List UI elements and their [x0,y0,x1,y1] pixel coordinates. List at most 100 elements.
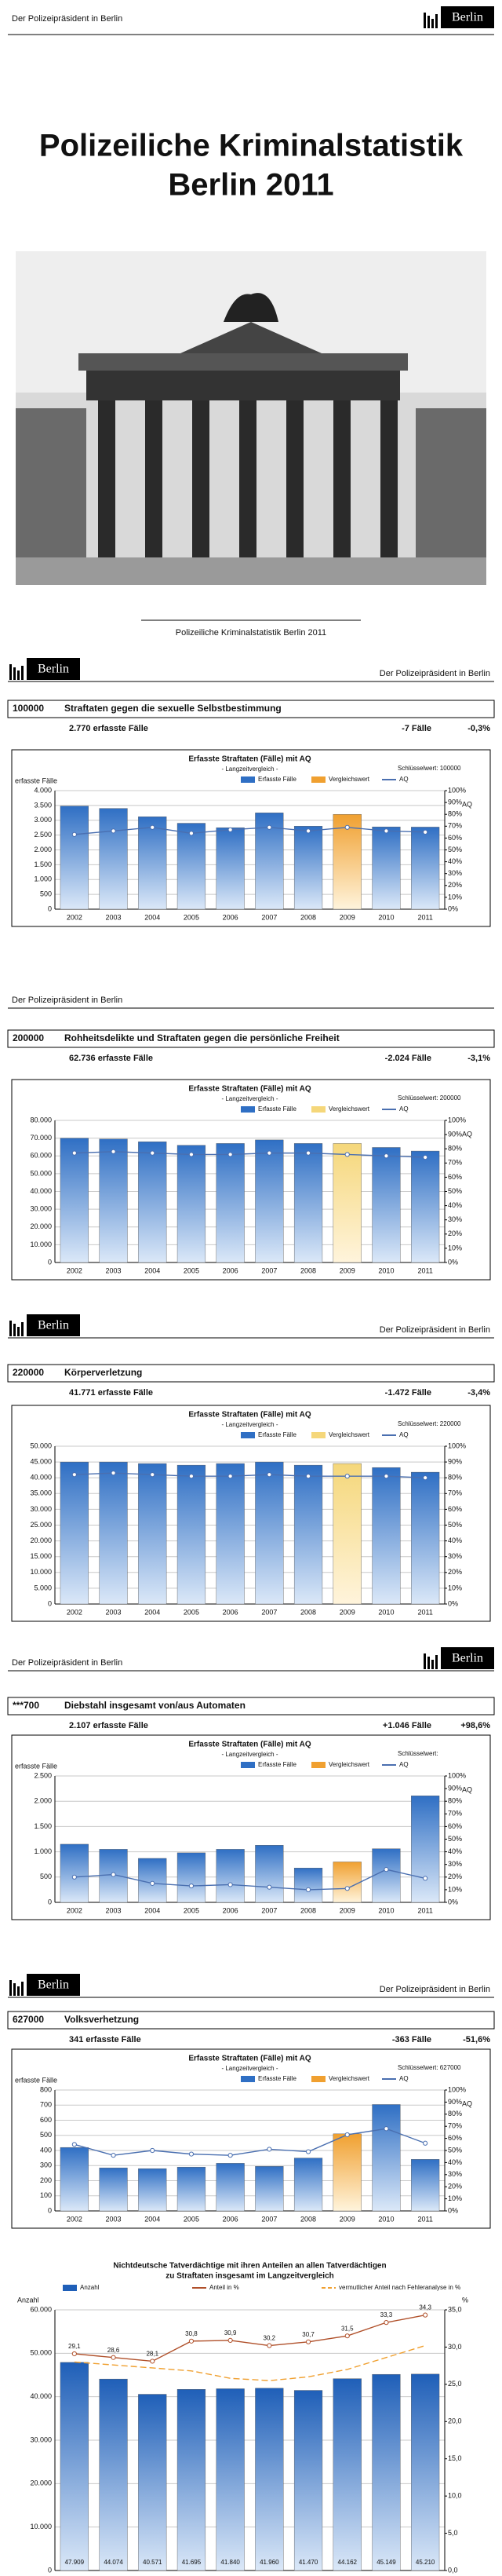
bar [255,2388,284,2571]
y-tick-label: 30.000 [30,1505,52,1513]
y2-tick-label: 70% [448,1489,462,1497]
bar [333,1463,362,1605]
y2-tick-label: 10% [448,1885,462,1893]
x-tick-label: 2005 [184,1906,199,1914]
line-point [71,1874,77,1880]
y2-tick-label: 70% [448,1159,462,1167]
y-tick-label: 45.000 [30,1457,52,1465]
point-label: 30,7 [302,2331,315,2338]
line-point [305,1474,311,1479]
section-box [7,700,495,718]
x-tick-label: 2008 [300,1266,316,1274]
section-box [7,1364,495,1383]
bar [333,1862,362,1903]
x-tick-label: 2004 [144,1608,160,1616]
bar-label: 41.960 [260,2559,279,2566]
x-tick-label: 2009 [340,913,355,921]
y2-tick-label: 20% [448,1873,462,1880]
bar-label: 44.162 [338,2559,358,2566]
bar-label: 45.149 [376,2559,396,2566]
line-point [111,2153,116,2158]
chart-title: Erfasste Straftaten (Fälle) mit AQ [188,1411,311,1420]
y-tick-label: 1.000 [34,1847,52,1855]
y-tick-label: 4.000 [34,786,52,794]
bar [60,1461,89,1605]
bar [411,2159,440,2212]
y2-tick-label: 20,0 [448,2417,462,2425]
line [74,2128,426,2156]
legend-swatch [241,1106,255,1113]
title-line: Polizeiliche Kriminalstatistik [39,129,464,163]
x-tick-label: 2011 [417,1906,432,1914]
legend-swatch [241,1762,255,1768]
case-change: -7 Fälle [402,724,431,733]
y2-axis-label: AQ [462,1130,472,1138]
key-label: Schlüsselwert: 627000 [398,2064,461,2071]
x-tick-label: 2006 [223,1906,238,1914]
x-tick-label: 2006 [223,1266,238,1274]
legend-swatch [241,2076,255,2082]
bar-label: 44.074 [104,2559,123,2566]
y-tick-label: 10.000 [30,1568,52,1576]
y-tick-label: 0 [48,1898,52,1906]
line-point [423,2312,428,2318]
y2-tick-label: 40% [448,1847,462,1855]
chart-title: Erfasste Straftaten (Fälle) mit AQ [188,1741,311,1749]
bar [411,1796,440,1903]
line-point [344,824,350,830]
y2-tick-label: 90% [448,1130,462,1138]
line-point [227,1882,233,1887]
y2-tick-label: 60% [448,1173,462,1181]
line-point [71,2142,77,2147]
y2-tick-label: 100% [448,1771,466,1779]
y2-tick-label: 30% [448,869,462,877]
line-point [188,2151,195,2157]
x-tick-label: 2011 [417,1266,432,1274]
y2-tick-label: 80% [448,1797,462,1805]
x-tick-label: 2003 [106,1608,122,1616]
bar [216,2388,245,2571]
y2-tick-label: 35,0 [448,2305,462,2313]
y2-tick-label: 50% [448,2146,462,2154]
y-tick-label: 10.000 [30,1240,52,1248]
y2-tick-label: 40% [448,857,462,865]
y-axis-label: erfasste Fälle [15,776,57,784]
line-point [305,1887,311,1892]
line-point [305,828,311,834]
legend-label: vermutlicher Anteil nach Fehleranalyse i… [339,2284,460,2291]
x-tick-label: 2006 [223,913,238,921]
bar [60,806,89,910]
y-tick-label: 15.000 [30,1552,52,1560]
chart-frame [11,1405,491,1622]
x-tick-label: 2011 [417,2215,432,2223]
y-tick-label: 0 [48,2206,52,2214]
key-label: Schlüsselwert: [398,1750,438,1757]
x-tick-label: 2011 [417,913,432,921]
y-tick-label: 700 [40,2101,52,2109]
legend-label: Vergleichswert [329,1105,370,1113]
x-tick-label: 2002 [67,1906,82,1914]
y2-tick-label: 100% [448,2085,466,2093]
point-label: 30,2 [264,2335,276,2342]
logo-text: Berlin [38,663,69,676]
y2-axis-label: AQ [462,1785,472,1793]
bar [216,1849,245,1903]
line-point [384,1474,389,1479]
line-point [227,827,233,832]
y-tick-label: 200 [40,2176,52,2184]
line-point [227,2153,233,2158]
x-tick-label: 2002 [67,1608,82,1616]
chart-title: Erfasste Straftaten (Fälle) mit AQ [188,755,311,764]
section-code: 200000 [13,1032,44,1043]
y-tick-label: 500 [40,890,52,898]
y2-tick-label: 70% [448,2122,462,2130]
x-tick-label: 2005 [184,1266,199,1274]
section-box [7,2011,495,2030]
point-label: 29,1 [68,2343,81,2350]
chart-frame [11,2048,491,2229]
legend-swatch [311,1106,326,1113]
bar [333,813,362,910]
y2-tick-label: 100% [448,1116,466,1124]
bar [176,823,206,910]
line-point [111,1471,116,1476]
